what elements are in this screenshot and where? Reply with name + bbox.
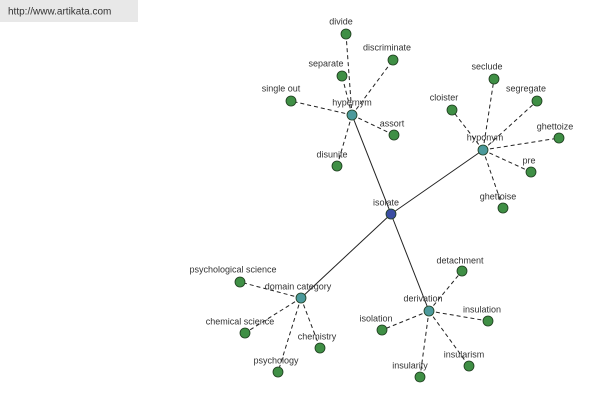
node[interactable] bbox=[456, 265, 468, 277]
url: http://www.artikata.com bbox=[8, 7, 111, 18]
node-label: insularity bbox=[392, 360, 428, 370]
node-label: hypernym bbox=[332, 97, 372, 107]
node-label: cloister bbox=[430, 92, 459, 102]
edges bbox=[239, 33, 560, 378]
dashed-edge bbox=[482, 100, 538, 151]
node[interactable] bbox=[414, 371, 426, 383]
node[interactable] bbox=[488, 73, 500, 85]
dashed-edge bbox=[341, 75, 353, 116]
node[interactable] bbox=[525, 166, 537, 178]
node[interactable] bbox=[446, 104, 458, 116]
dashed-edge bbox=[482, 149, 532, 173]
dashed-edge bbox=[351, 114, 395, 136]
node[interactable] bbox=[423, 305, 435, 317]
edge bbox=[390, 213, 430, 312]
dashed-edge bbox=[290, 100, 353, 116]
edge bbox=[351, 114, 392, 215]
node[interactable] bbox=[482, 315, 494, 327]
node[interactable] bbox=[387, 54, 399, 66]
node-label: pre bbox=[522, 155, 535, 165]
dashed-edge bbox=[428, 310, 470, 367]
node-label: hyponym bbox=[467, 132, 504, 142]
dashed-edge bbox=[482, 78, 495, 151]
node-label: ghettoise bbox=[480, 191, 517, 201]
dashed-edge bbox=[277, 297, 302, 373]
edge bbox=[300, 213, 392, 299]
node[interactable] bbox=[285, 95, 297, 107]
edge bbox=[390, 149, 484, 215]
node[interactable] bbox=[346, 109, 358, 121]
node-label: ghettoize bbox=[537, 121, 574, 131]
node-label: insularism bbox=[444, 349, 485, 359]
node[interactable] bbox=[340, 28, 352, 40]
node[interactable] bbox=[234, 276, 246, 288]
node-label: derivation bbox=[403, 293, 442, 303]
node-label: psychology bbox=[253, 355, 299, 365]
dashed-edge bbox=[336, 114, 353, 167]
node-label: divide bbox=[329, 16, 353, 26]
node[interactable] bbox=[497, 202, 509, 214]
node[interactable] bbox=[477, 144, 489, 156]
node-label: chemical science bbox=[206, 316, 275, 326]
node-label: domain category bbox=[265, 281, 332, 291]
node[interactable] bbox=[388, 129, 400, 141]
nodes: isolate hypernym divide discriminate separat… bbox=[189, 16, 574, 383]
node-label: segregate bbox=[506, 83, 546, 93]
node[interactable] bbox=[531, 95, 543, 107]
node-label: separate bbox=[308, 58, 343, 68]
dashed-edge bbox=[300, 297, 321, 349]
dashed-edge bbox=[381, 310, 430, 331]
node[interactable] bbox=[239, 327, 251, 339]
node-label: isolation bbox=[359, 313, 392, 323]
node-label: insulation bbox=[463, 304, 501, 314]
node[interactable] bbox=[272, 366, 284, 378]
node[interactable] bbox=[553, 132, 565, 144]
dashed-edge bbox=[482, 149, 504, 209]
node-label: disunite bbox=[316, 149, 347, 159]
dashed-edge bbox=[428, 270, 463, 312]
node[interactable] bbox=[376, 324, 388, 336]
node-label: isolate bbox=[373, 197, 399, 207]
node[interactable] bbox=[385, 208, 397, 220]
dashed-edge bbox=[451, 109, 484, 151]
node-label: assort bbox=[380, 118, 405, 128]
node-label: discriminate bbox=[363, 42, 411, 52]
node[interactable] bbox=[463, 360, 475, 372]
url-box bbox=[0, 0, 138, 22]
dashed-edge bbox=[351, 59, 394, 116]
dashed-edge bbox=[239, 281, 302, 299]
node[interactable] bbox=[336, 70, 348, 82]
node-label: detachment bbox=[436, 255, 484, 265]
node-label: single out bbox=[262, 83, 301, 93]
node[interactable] bbox=[314, 342, 326, 354]
node-label: chemistry bbox=[298, 331, 337, 341]
dashed-edge bbox=[428, 310, 489, 322]
node[interactable] bbox=[331, 160, 343, 172]
node-label: seclude bbox=[471, 61, 502, 71]
node-label: psychological science bbox=[189, 264, 276, 274]
node[interactable] bbox=[295, 292, 307, 304]
dashed-edge bbox=[482, 137, 560, 151]
